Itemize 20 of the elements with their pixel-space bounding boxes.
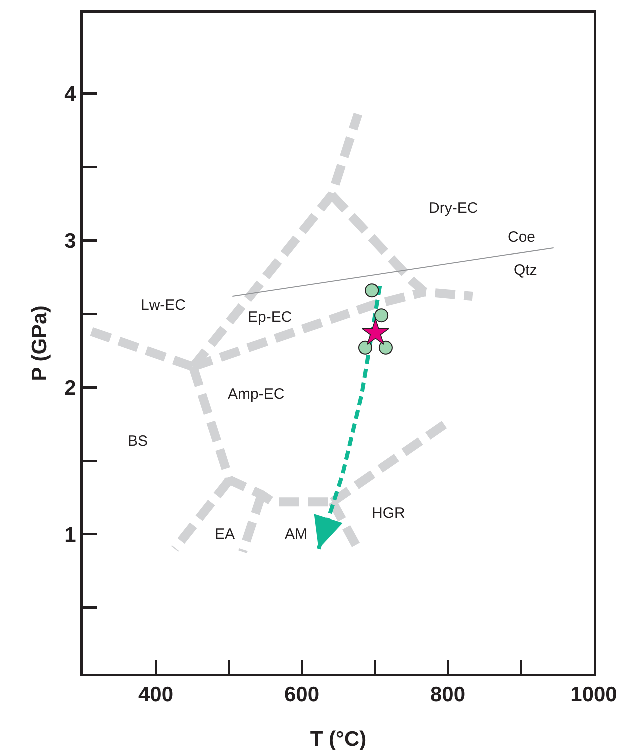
annotation: Coe bbox=[508, 229, 536, 246]
x-tick-label: 600 bbox=[284, 684, 320, 707]
annotation: BS bbox=[128, 433, 148, 450]
annotation: AM bbox=[285, 526, 308, 543]
x-tick-label: 800 bbox=[430, 684, 466, 707]
x-axis-title: T (°C) bbox=[310, 728, 367, 751]
annotation: Dry-EC bbox=[429, 200, 478, 217]
annotation: Amp-EC bbox=[228, 386, 285, 403]
annotation: Ep-EC bbox=[248, 309, 292, 326]
annotation: Qtz bbox=[514, 262, 538, 279]
annotation: Lw-EC bbox=[141, 297, 186, 314]
y-tick-label: 2 bbox=[64, 376, 76, 400]
x-tick-label: 400 bbox=[138, 684, 174, 707]
y-tick-label: 4 bbox=[64, 83, 77, 106]
y-tick-label: 1 bbox=[64, 524, 77, 547]
x-tick-label: 1000 bbox=[570, 684, 618, 707]
annotation: EA bbox=[215, 526, 236, 543]
annotation: HGR bbox=[372, 505, 406, 522]
y-tick-label: 3 bbox=[64, 230, 76, 254]
y-axis-title: P (GPa) bbox=[28, 306, 52, 382]
